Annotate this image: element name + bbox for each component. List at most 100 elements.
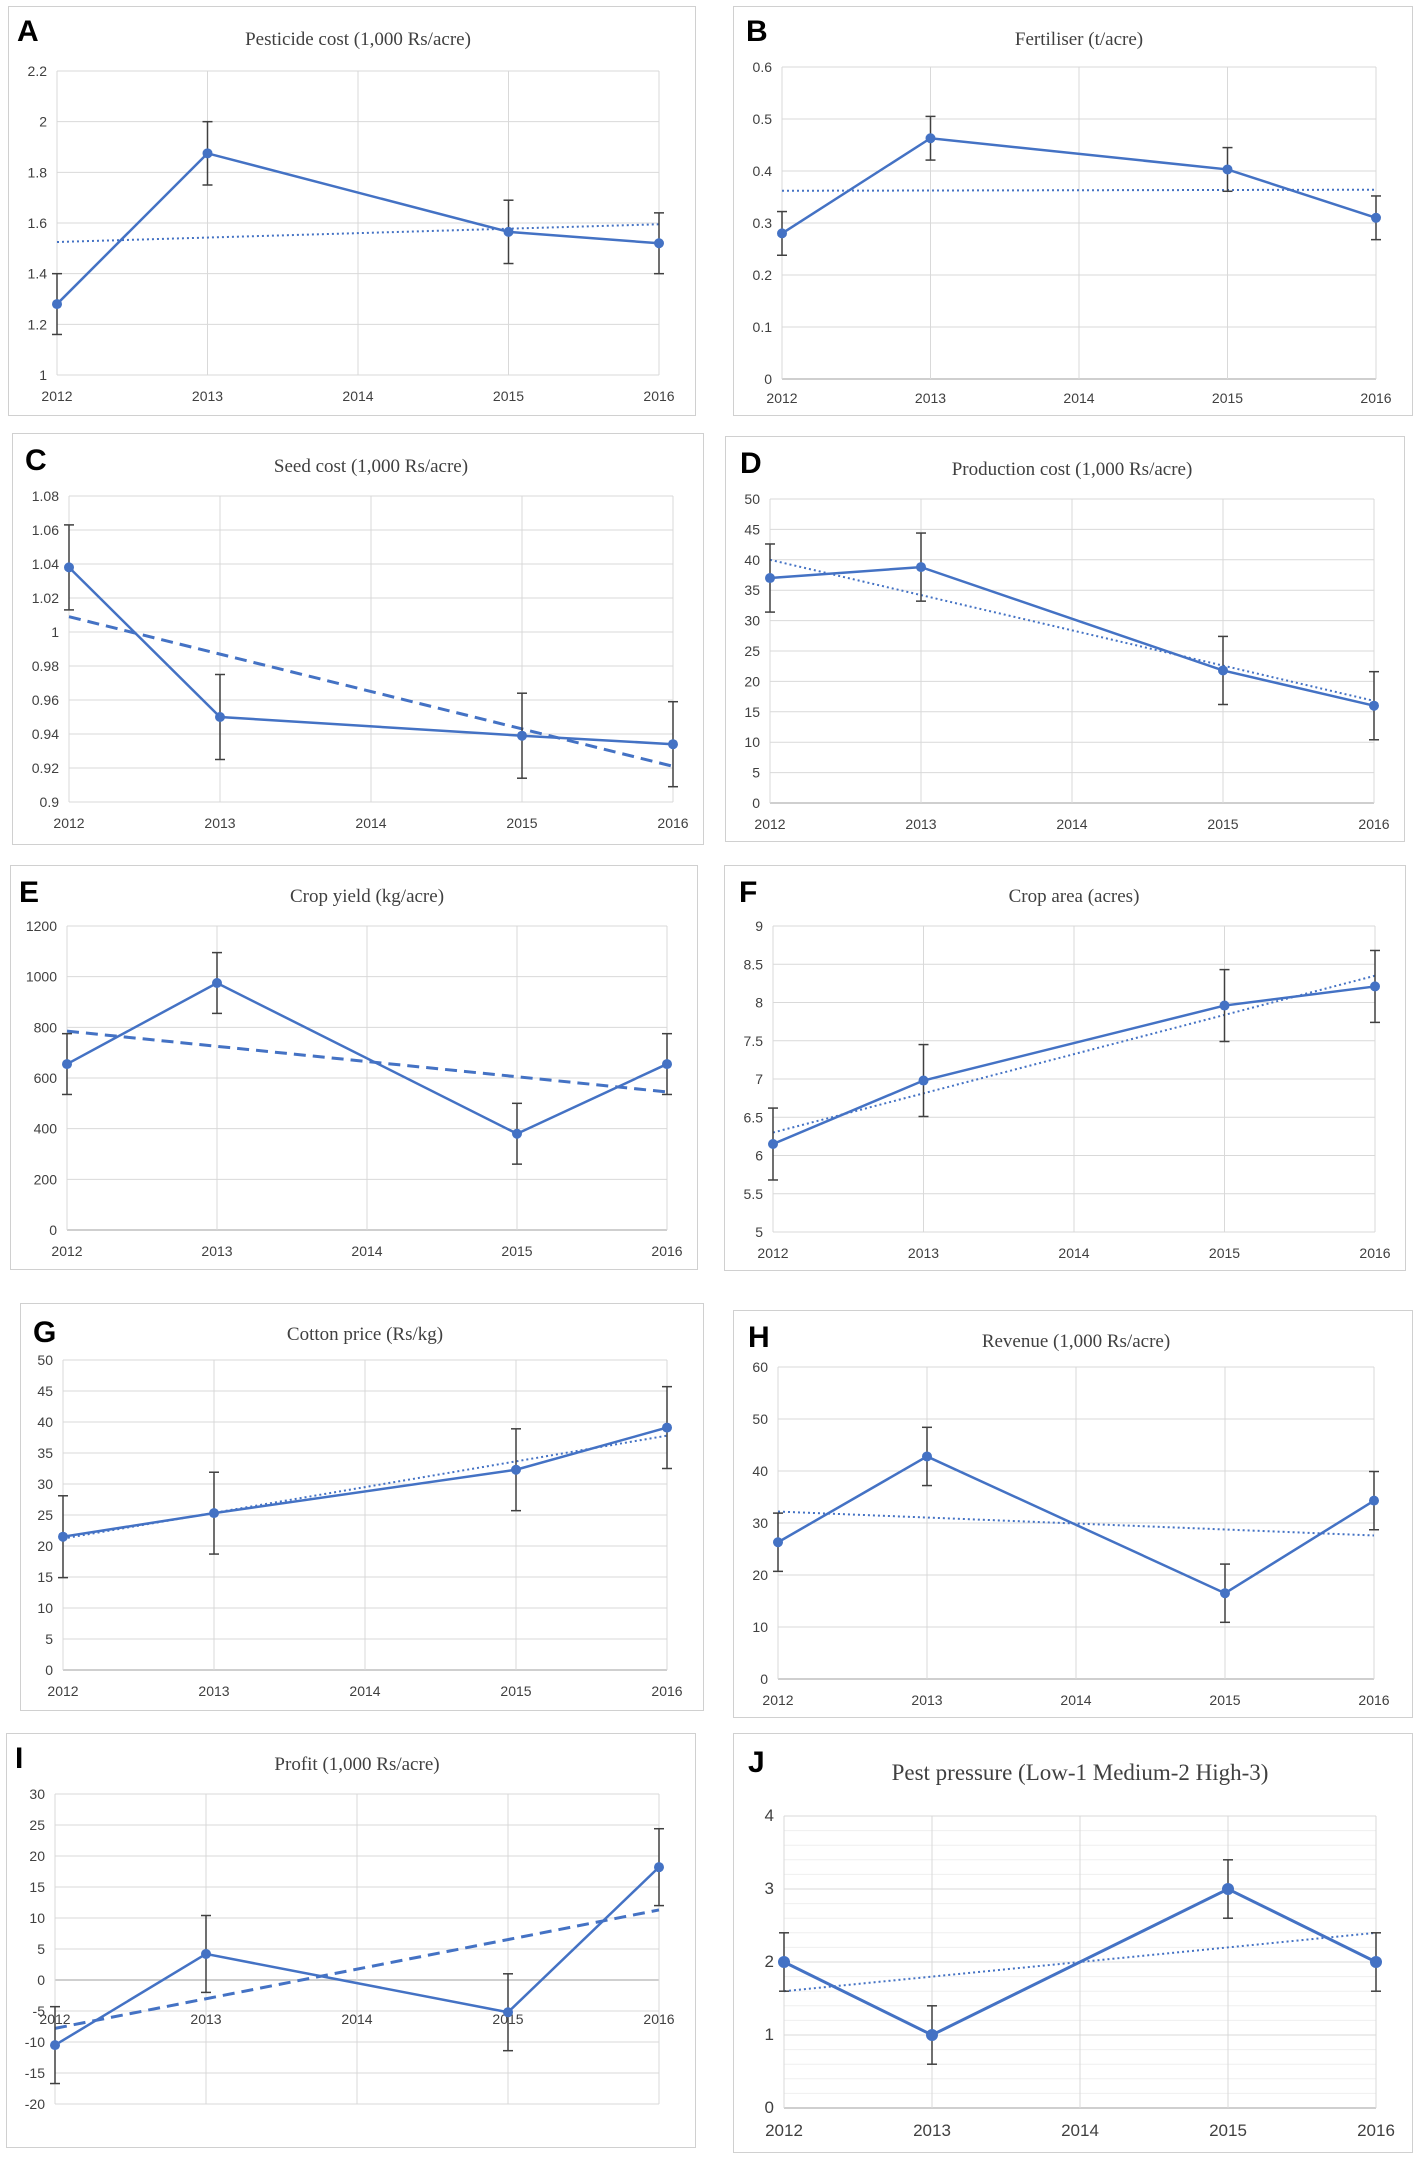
y-tick-label: 0.6 bbox=[753, 59, 773, 75]
x-tick-label: 2014 bbox=[1056, 816, 1087, 832]
trend-line bbox=[772, 974, 1376, 1134]
y-tick-label: 45 bbox=[744, 521, 760, 537]
y-tick-label: 5 bbox=[752, 765, 760, 781]
x-tick-label: 2014 bbox=[351, 1243, 382, 1259]
x-tick-label: 2016 bbox=[1358, 816, 1389, 832]
x-tick-label: 2013 bbox=[204, 815, 235, 831]
trend-line bbox=[781, 188, 1377, 192]
y-tick-label: 1.8 bbox=[28, 164, 48, 180]
trend-line bbox=[769, 558, 1375, 702]
chart-title: Production cost (1,000 Rs/acre) bbox=[952, 459, 1193, 480]
panel-letter: B bbox=[746, 15, 768, 48]
chart-e-svg: Crop yield (kg/acre) 0 200 400 600 800 1000 120… bbox=[26, 886, 683, 1259]
y-tick-label: 20 bbox=[744, 673, 760, 689]
y-tick-label: 6.5 bbox=[744, 1109, 764, 1125]
y-tick-label: 10 bbox=[37, 1600, 53, 1616]
y-tick-label: 0 bbox=[752, 795, 760, 811]
panel-d: D Production cost (1,000 Rs/acre) 0 5 10 15 2… bbox=[725, 436, 1405, 842]
trend-line bbox=[54, 1908, 660, 2030]
chart-title: Revenue (1,000 Rs/acre) bbox=[982, 1331, 1170, 1352]
x-tick-label: 2012 bbox=[766, 390, 797, 406]
series-line bbox=[54, 1866, 660, 2047]
panel-letter: G bbox=[33, 1316, 57, 1349]
panel-letter: C bbox=[25, 444, 47, 477]
series-line bbox=[66, 981, 668, 1136]
x-tick-label: 2015 bbox=[493, 388, 524, 404]
x-tick-label: 2013 bbox=[908, 1245, 939, 1261]
data-point bbox=[662, 1422, 672, 1433]
chart-b-svg: Fertiliser (t/acre) 0 0.1 0.2 0.3 0.4 0.5 0.6 20… bbox=[753, 29, 1392, 406]
data-point bbox=[512, 1128, 522, 1139]
y-tick-label: 1.2 bbox=[28, 316, 48, 332]
y-tick-label: 20 bbox=[37, 1538, 53, 1554]
chart-g-svg: Cotton price (Rs/kg) 0 5 10 15 20 25 30 35 40 45 50… bbox=[37, 1324, 682, 1699]
y-tick-label: 30 bbox=[37, 1476, 53, 1492]
data-point bbox=[1220, 1588, 1230, 1599]
y-tick-label: 10 bbox=[29, 1910, 45, 1926]
panel-c: C Seed cost (1,000 Rs/acre) 0.9 0.92 0.94 0.… bbox=[12, 433, 704, 845]
x-tick-label: 2016 bbox=[1360, 390, 1391, 406]
y-tick-label: 15 bbox=[37, 1569, 53, 1585]
panel-a: A Pesticide cost (1,000 Rs/acre) 1 1.2 1.4 1… bbox=[8, 6, 696, 416]
chart-title: Crop area (acres) bbox=[1009, 886, 1140, 907]
x-tick-label: 2014 bbox=[341, 2011, 372, 2027]
y-tick-label: 7.5 bbox=[744, 1033, 764, 1049]
x-tick-label: 2013 bbox=[911, 1692, 942, 1708]
x-tick-label: 2016 bbox=[1358, 1692, 1389, 1708]
data-point bbox=[1370, 981, 1380, 992]
y-tick-label: -10 bbox=[25, 2034, 45, 2050]
series-line bbox=[56, 151, 660, 305]
data-point bbox=[1369, 700, 1379, 711]
chart-title: Pesticide cost (1,000 Rs/acre) bbox=[245, 29, 471, 50]
panel-f: F Crop area (acres) 5 5.5 6 6.5 7 7.5 8 8.5 9 2012… bbox=[724, 865, 1406, 1271]
panel-letter: J bbox=[748, 1746, 765, 1779]
y-tick-label: 50 bbox=[37, 1352, 53, 1368]
x-tick-label: 2014 bbox=[1060, 1692, 1091, 1708]
y-tick-label: 1.08 bbox=[32, 488, 59, 504]
y-tick-label: 6 bbox=[755, 1148, 763, 1164]
data-point bbox=[212, 978, 222, 988]
panel-h: H Revenue (1,000 Rs/acre) 0 10 20 30 40 50 60 20… bbox=[733, 1310, 1413, 1718]
x-tick-label: 2016 bbox=[643, 2011, 674, 2027]
y-tick-label: 600 bbox=[34, 1070, 58, 1086]
x-tick-label: 2012 bbox=[41, 388, 72, 404]
data-point bbox=[773, 1537, 783, 1548]
x-tick-label: 2015 bbox=[506, 815, 537, 831]
series-line bbox=[62, 1426, 668, 1538]
x-tick-label: 2015 bbox=[1207, 816, 1238, 832]
x-tick-label: 2016 bbox=[643, 388, 674, 404]
data-point bbox=[765, 573, 775, 584]
data-point bbox=[50, 2040, 60, 2051]
y-tick-label: 20 bbox=[29, 1848, 45, 1864]
chart-title: Pest pressure (Low-1 Medium-2 High-3) bbox=[892, 1760, 1269, 1785]
y-tick-label: 10 bbox=[744, 734, 760, 750]
y-tick-label: 10 bbox=[752, 1619, 768, 1635]
trend-line bbox=[68, 615, 674, 768]
y-tick-label: 5 bbox=[755, 1224, 763, 1240]
series-line bbox=[783, 1887, 1377, 2037]
chart-title: Fertiliser (t/acre) bbox=[1015, 29, 1143, 50]
x-tick-label: 2016 bbox=[651, 1683, 682, 1699]
y-tick-label: 4 bbox=[765, 1806, 774, 1825]
y-tick-label: 0 bbox=[764, 371, 772, 387]
x-tick-label: 2012 bbox=[53, 815, 84, 831]
y-tick-label: 0.1 bbox=[753, 319, 773, 335]
data-point bbox=[201, 1948, 211, 1959]
chart-a-svg: Pesticide cost (1,000 Rs/acre) 1 1.2 1.4 1.6… bbox=[28, 29, 675, 404]
y-tick-label: 50 bbox=[752, 1411, 768, 1427]
x-tick-label: 2015 bbox=[500, 1683, 531, 1699]
series-line bbox=[68, 566, 674, 746]
y-tick-label: 2 bbox=[765, 1952, 774, 1971]
panel-letter: E bbox=[19, 876, 40, 909]
y-tick-label: 0.5 bbox=[753, 111, 773, 127]
y-tick-label: -20 bbox=[25, 2096, 45, 2112]
x-tick-label: 2014 bbox=[1063, 390, 1094, 406]
y-tick-label: 5.5 bbox=[744, 1186, 764, 1202]
x-tick-label: 2013 bbox=[198, 1683, 229, 1699]
series-line bbox=[781, 136, 1377, 235]
x-tick-label: 2015 bbox=[501, 1243, 532, 1259]
data-point bbox=[1219, 1000, 1230, 1011]
data-point bbox=[654, 238, 664, 249]
y-tick-label: 1200 bbox=[26, 918, 57, 934]
x-tick-label: 2015 bbox=[1209, 1245, 1240, 1261]
